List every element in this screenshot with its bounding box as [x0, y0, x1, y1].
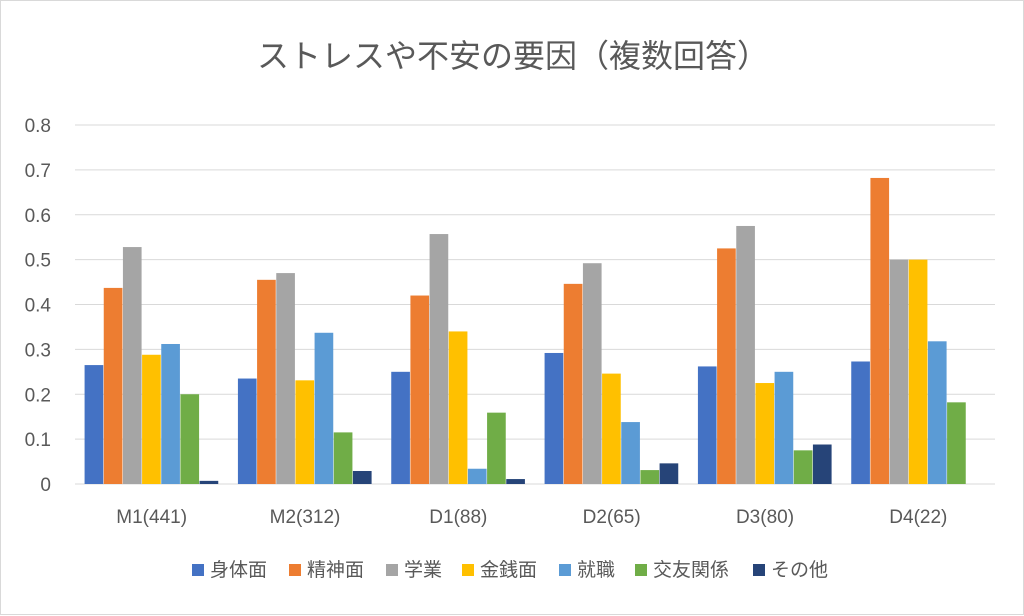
- legend-label: 就職: [577, 559, 615, 581]
- bar: [142, 354, 161, 484]
- bar: [276, 273, 295, 484]
- bar: [314, 332, 334, 484]
- bar: [333, 432, 353, 484]
- y-tick-label: 0: [40, 475, 51, 496]
- bar: [908, 259, 928, 485]
- legend-label: 精神面: [307, 559, 364, 581]
- legend-label: 学業: [404, 559, 442, 581]
- legend-label: 交友関係: [653, 559, 729, 581]
- gridlines: [75, 124, 995, 485]
- legend-label: 金銭面: [480, 559, 537, 581]
- bar: [467, 468, 487, 484]
- legend-swatch: [559, 564, 571, 576]
- x-category-label: D3(80): [736, 507, 794, 528]
- bar: [870, 177, 890, 484]
- y-tick-label: 0.4: [25, 296, 52, 317]
- bar: [717, 248, 736, 484]
- legend-swatch: [289, 564, 301, 576]
- x-category-label: D2(65): [583, 507, 641, 528]
- bar: [544, 352, 564, 484]
- bar: [755, 383, 775, 484]
- bar: [352, 470, 372, 484]
- bar: [851, 361, 870, 484]
- legend-label: その他: [771, 559, 828, 581]
- legend-swatch: [462, 564, 474, 576]
- x-category-label: M1(441): [116, 507, 187, 528]
- bar: [448, 331, 468, 484]
- bar: [621, 422, 640, 484]
- bar: [736, 225, 755, 484]
- legend-swatch: [635, 564, 647, 576]
- chart-title: ストレスや不安の要因（複数回答）: [257, 37, 769, 75]
- x-axis-categories: M1(441) M2(312) D1(88) D2(65) D3(80) D4(22): [116, 507, 947, 528]
- bar: [295, 380, 315, 484]
- bar: [429, 234, 449, 484]
- y-tick-label: 0.6: [25, 206, 51, 227]
- x-category-label: D4(22): [889, 507, 947, 528]
- bar: [161, 343, 180, 484]
- x-category-label: M2(312): [270, 507, 341, 528]
- legend-label: 身体面: [210, 559, 267, 581]
- bar: [257, 279, 276, 484]
- y-tick-label: 0.2: [25, 385, 51, 406]
- legend: 身体面 精神面 学業 金銭面 就職 交友関係 その他: [192, 559, 828, 581]
- bar: [410, 295, 430, 484]
- bar: [659, 463, 679, 484]
- bar: [582, 263, 602, 484]
- bar: [774, 371, 794, 484]
- bar: [506, 479, 525, 484]
- bar: [697, 366, 717, 484]
- bar: [640, 470, 660, 484]
- bar: [84, 365, 104, 484]
- bar: [391, 371, 410, 484]
- bar: [602, 373, 621, 484]
- bar: [927, 341, 947, 484]
- bar: [563, 283, 583, 484]
- y-tick-label: 0.8: [25, 116, 51, 137]
- bar: [947, 402, 966, 484]
- bar: [103, 287, 123, 484]
- y-axis-ticks: 0 0.1 0.2 0.3 0.4 0.5 0.6 0.7 0.8: [25, 116, 52, 496]
- bar: [793, 450, 813, 484]
- bar: [487, 412, 506, 484]
- bar: [122, 247, 142, 484]
- y-tick-label: 0.3: [25, 340, 51, 361]
- bar: [199, 480, 219, 484]
- y-tick-label: 0.7: [25, 161, 51, 182]
- bar: [180, 394, 200, 484]
- y-tick-label: 0.5: [25, 251, 51, 272]
- y-tick-label: 0.1: [25, 430, 51, 451]
- bar: [237, 378, 257, 484]
- bar: [812, 444, 832, 484]
- bars: [84, 177, 966, 485]
- bar: [889, 259, 909, 485]
- x-category-label: D1(88): [429, 507, 487, 528]
- legend-swatch: [386, 564, 398, 576]
- legend-swatch: [753, 564, 765, 576]
- legend-swatch: [192, 564, 204, 576]
